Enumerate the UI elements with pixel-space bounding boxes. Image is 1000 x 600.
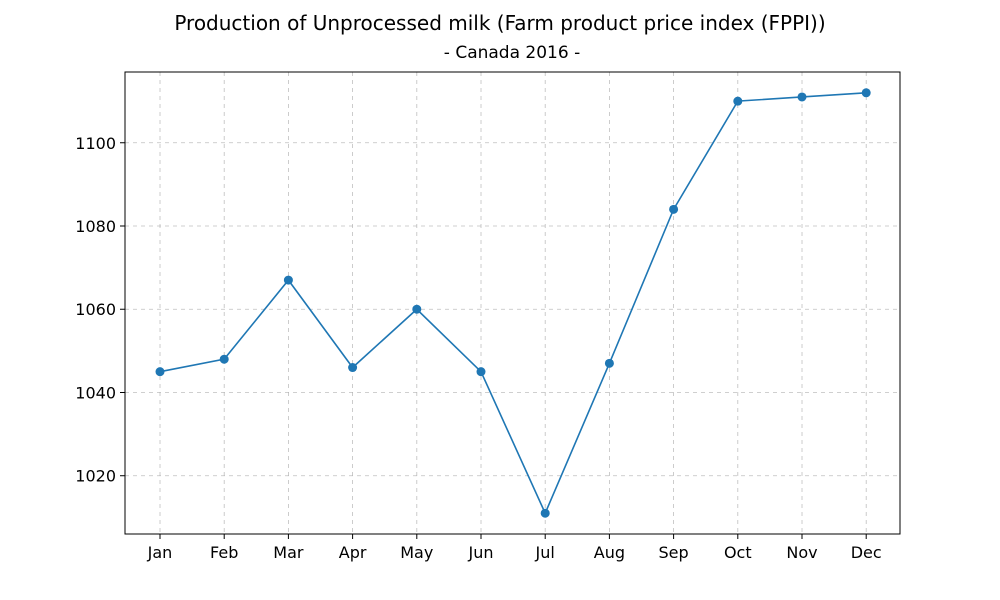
data-point-sep bbox=[669, 204, 679, 214]
data-point-jan bbox=[155, 367, 165, 377]
x-tick-label: Apr bbox=[339, 543, 367, 562]
axis-ticks: Jan Feb Mar Apr May Jun Jul Aug Sep Oct Nov Dec 1020… bbox=[75, 134, 881, 562]
series-line bbox=[159, 92, 867, 516]
data-point-mar bbox=[283, 275, 293, 285]
data-point-dec bbox=[861, 88, 871, 98]
y-tick-label: 1100 bbox=[75, 134, 116, 153]
y-tick-label: 1080 bbox=[75, 217, 116, 236]
x-tick-label: Feb bbox=[210, 543, 238, 562]
data-point-nov bbox=[797, 92, 807, 102]
y-tick-label: 1060 bbox=[75, 300, 116, 319]
x-tick-label: Sep bbox=[659, 543, 689, 562]
chart-subtitle: - Canada 2016 - bbox=[444, 43, 580, 63]
x-tick-label: Nov bbox=[786, 543, 817, 562]
y-tick-label: 1020 bbox=[75, 467, 116, 486]
x-tick-label: May bbox=[400, 543, 433, 562]
chart-title: Production of Unprocessed milk (Farm pro… bbox=[174, 11, 825, 35]
series-layer bbox=[155, 88, 871, 518]
data-point-feb bbox=[219, 354, 229, 364]
data-point-apr bbox=[348, 363, 358, 373]
x-tick-label: Jan bbox=[147, 543, 173, 562]
y-tick-label: 1040 bbox=[75, 383, 116, 402]
grid bbox=[125, 72, 900, 534]
data-point-oct bbox=[733, 96, 743, 106]
x-tick-label: Mar bbox=[273, 543, 304, 562]
data-point-aug bbox=[604, 358, 614, 368]
x-tick-label: Oct bbox=[724, 543, 752, 562]
x-tick-label: Aug bbox=[594, 543, 625, 562]
data-point-jul bbox=[540, 508, 550, 518]
plot-frame bbox=[124, 71, 901, 535]
data-point-jun bbox=[476, 367, 486, 377]
data-point-may bbox=[412, 304, 422, 314]
x-tick-label: Jul bbox=[535, 543, 555, 562]
x-tick-label: Dec bbox=[851, 543, 882, 562]
x-tick-label: Jun bbox=[468, 543, 494, 562]
